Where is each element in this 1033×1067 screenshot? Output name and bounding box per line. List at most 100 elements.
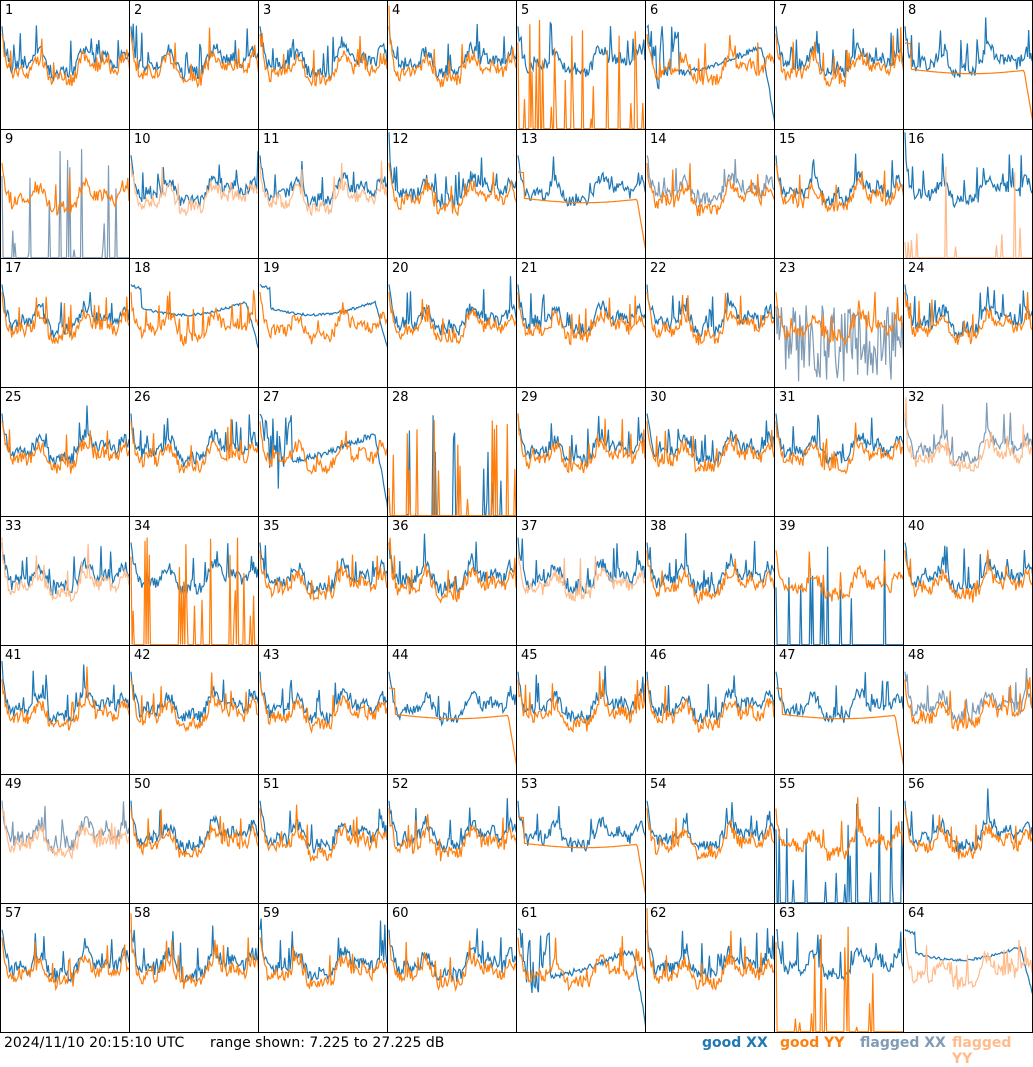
panel-number: 8 xyxy=(908,3,917,18)
series-yy-line xyxy=(904,677,1032,732)
series-xx-line xyxy=(904,402,1032,467)
series-yy-line xyxy=(904,397,1032,472)
panel-64: 64 xyxy=(903,903,1033,1033)
series-xx-line xyxy=(517,928,645,1027)
panel-number: 45 xyxy=(521,648,538,663)
series-yy-line xyxy=(130,537,258,645)
panel-number: 20 xyxy=(392,261,409,276)
panel-35: 35 xyxy=(258,516,388,646)
panel-plot xyxy=(130,800,258,859)
panel-5: 5 xyxy=(516,0,646,130)
panel-number: 62 xyxy=(650,906,667,921)
series-yy-line xyxy=(904,937,1032,990)
panel-number: 57 xyxy=(5,906,22,921)
panel-plot xyxy=(646,284,774,346)
series-xx-line xyxy=(904,788,1032,853)
panel-number: 61 xyxy=(521,906,538,921)
series-yy-line xyxy=(646,421,774,473)
panel-plot xyxy=(130,151,258,217)
panel-number: 18 xyxy=(134,261,151,276)
panel-number: 42 xyxy=(134,648,151,663)
panel-plot xyxy=(904,17,1032,121)
panel-27: 27 xyxy=(258,387,388,517)
panel-number: 64 xyxy=(908,906,925,921)
panel-plot xyxy=(259,26,387,87)
series-yy-line xyxy=(517,671,645,734)
timestamp: 2024/11/10 20:15:10 UTC xyxy=(4,1035,185,1051)
series-xx-line xyxy=(388,671,516,727)
panel-61: 61 xyxy=(516,903,646,1033)
panel-plot xyxy=(775,671,903,766)
series-xx-line xyxy=(259,918,387,982)
panel-plot xyxy=(130,537,258,645)
panel-plot xyxy=(388,928,516,992)
series-xx-line xyxy=(388,533,516,598)
panel-number: 26 xyxy=(134,390,151,405)
series-xx-line xyxy=(646,155,774,207)
panel-plot xyxy=(259,800,387,863)
series-yy-line xyxy=(775,163,903,212)
panel-plot xyxy=(646,413,774,473)
panel-plot xyxy=(130,284,258,350)
series-yy-line xyxy=(130,162,258,217)
panel-19: 19 xyxy=(258,258,388,388)
series-yy-line xyxy=(904,808,1032,860)
series-xx-line xyxy=(259,413,387,509)
series-xx-line xyxy=(775,413,903,465)
series-xx-line xyxy=(775,305,903,382)
panel-1: 1 xyxy=(0,0,130,130)
panel-plot xyxy=(517,19,645,129)
series-yy-line xyxy=(388,420,516,516)
panel-plot xyxy=(646,533,774,605)
series-yy-line xyxy=(130,418,258,474)
series-yy-line xyxy=(1,162,129,216)
panel-number: 28 xyxy=(392,390,409,405)
series-xx-line xyxy=(388,276,516,336)
panel-46: 46 xyxy=(645,645,775,775)
legend-good-xx: good XX xyxy=(702,1035,768,1051)
panel-number: 15 xyxy=(779,132,796,147)
series-xx-line xyxy=(517,284,645,336)
panel-42: 42 xyxy=(129,645,259,775)
panel-number: 33 xyxy=(5,519,22,534)
series-xx-line xyxy=(904,132,1032,209)
panel-number: 59 xyxy=(263,906,280,921)
panel-number: 13 xyxy=(521,132,538,147)
panel-plot xyxy=(646,907,774,991)
panel-number: 53 xyxy=(521,777,538,792)
panel-51: 51 xyxy=(258,774,388,904)
series-xx-line xyxy=(1,149,129,258)
panel-number: 16 xyxy=(908,132,925,147)
panel-number: 56 xyxy=(908,777,925,792)
range-text: range shown: 7.225 to 27.225 dB xyxy=(210,1035,445,1051)
panel-plot xyxy=(775,926,903,1032)
panel-12: 12 xyxy=(387,129,517,259)
panel-number: 3 xyxy=(263,3,272,18)
panel-number: 24 xyxy=(908,261,925,276)
series-yy-line xyxy=(130,672,258,733)
series-yy-line xyxy=(775,26,903,87)
panel-plot xyxy=(775,413,903,475)
series-yy-line xyxy=(130,290,258,348)
panel-30: 30 xyxy=(645,387,775,517)
panel-4: 4 xyxy=(387,0,517,130)
series-xx-line xyxy=(646,533,774,595)
panel-plot xyxy=(646,671,774,734)
spectra-grid: 1 2 3 4 5 6 7 8 9 10 11 12 13 14 15 16 17 18 19 20 21 22 23 24 2… xyxy=(0,0,1033,1033)
panel-plot xyxy=(388,276,516,345)
panel-number: 7 xyxy=(779,3,788,18)
panel-36: 36 xyxy=(387,516,517,646)
panel-number: 25 xyxy=(5,390,22,405)
panel-13: 13 xyxy=(516,129,646,259)
panel-55: 55 xyxy=(774,774,904,904)
series-yy-line xyxy=(1,292,129,345)
series-yy-line xyxy=(646,679,774,734)
panel-number: 38 xyxy=(650,519,667,534)
legend-flagged-xx: flagged XX xyxy=(860,1035,946,1051)
panel-58: 58 xyxy=(129,903,259,1033)
panel-16: 16 xyxy=(903,129,1033,259)
panel-number: 51 xyxy=(263,777,280,792)
series-xx-line xyxy=(904,929,1032,995)
series-yy-line xyxy=(646,163,774,217)
panel-plot xyxy=(1,929,129,992)
